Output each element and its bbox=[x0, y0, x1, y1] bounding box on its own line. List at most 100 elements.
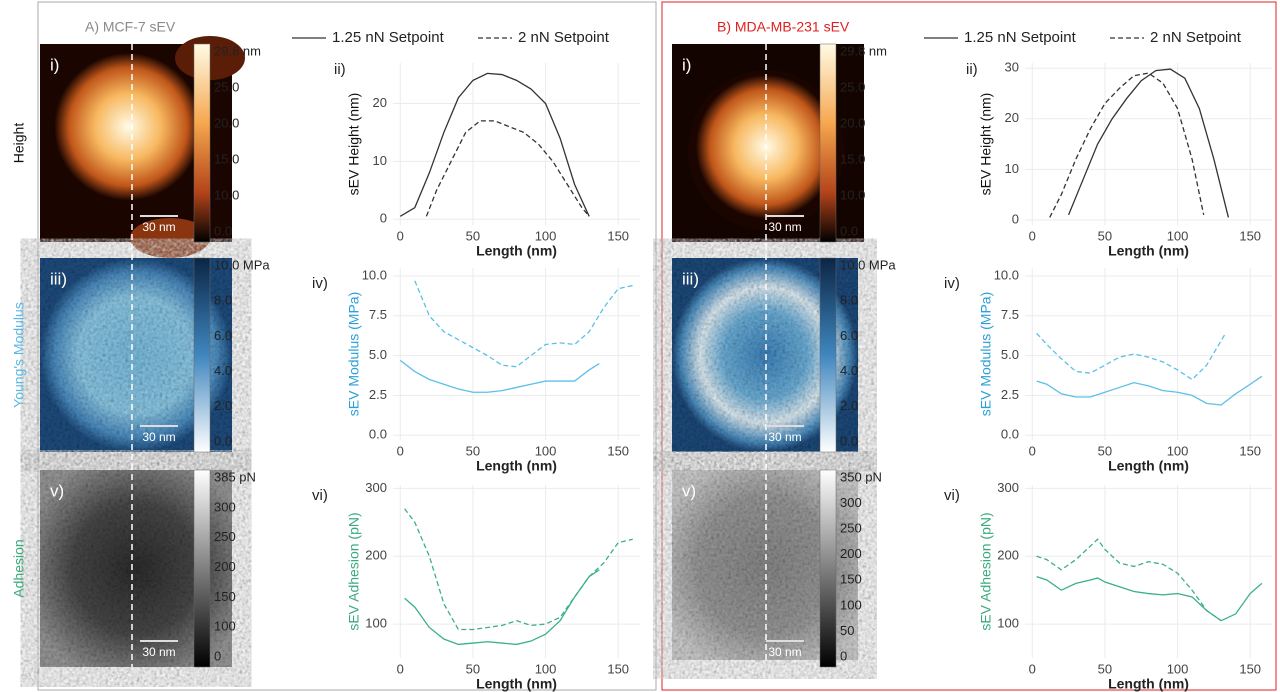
y-axis-label: sEV Height (nm) bbox=[978, 93, 994, 196]
x-tick-label: 150 bbox=[1239, 228, 1261, 243]
y-tick-label: 7.5 bbox=[369, 307, 387, 322]
chart-label: iv) bbox=[944, 275, 960, 292]
x-tick-label: 50 bbox=[466, 661, 480, 676]
colorbar-label: 200 bbox=[840, 546, 862, 561]
scale-bar-label: 30 nm bbox=[142, 220, 175, 234]
colorbar bbox=[193, 43, 211, 243]
colorbar-label: 20.0 bbox=[214, 115, 239, 130]
x-tick-label: 150 bbox=[1239, 443, 1261, 458]
colorbar-label: 100 bbox=[214, 619, 236, 634]
chart-label: iv) bbox=[312, 275, 328, 292]
x-tick-label: 50 bbox=[1098, 661, 1112, 676]
chart-label: ii) bbox=[966, 61, 978, 78]
colorbar-label: 2.0 bbox=[840, 398, 858, 413]
y-tick-label: 7.5 bbox=[1001, 307, 1019, 322]
image-label: iii) bbox=[50, 269, 67, 288]
scale-bar-label: 30 nm bbox=[768, 220, 801, 234]
x-tick-label: 100 bbox=[1167, 228, 1189, 243]
y-tick-label: 200 bbox=[997, 548, 1019, 563]
y-tick-label: 30 bbox=[1005, 60, 1019, 75]
colorbar-label: 25.0 bbox=[214, 79, 239, 94]
colorbar-label: 20.0 bbox=[840, 115, 865, 130]
y-tick-label: 100 bbox=[365, 616, 387, 631]
image-label: i) bbox=[50, 55, 59, 74]
y-axis-label: sEV Adhesion (pN) bbox=[346, 512, 362, 630]
colorbar-label: 250 bbox=[214, 529, 236, 544]
y-tick-label: 10 bbox=[1005, 161, 1019, 176]
chart-label: ii) bbox=[334, 61, 346, 78]
panel-title: B) MDA-MB-231 sEV bbox=[717, 19, 850, 35]
colorbar-label: 8.0 bbox=[214, 293, 232, 308]
y-tick-label: 10.0 bbox=[994, 267, 1019, 282]
scale-bar-label: 30 nm bbox=[142, 645, 175, 659]
x-tick-label: 100 bbox=[535, 228, 557, 243]
data-line bbox=[1036, 538, 1222, 622]
colorbar-label: 350 pN bbox=[840, 469, 882, 484]
height-map bbox=[46, 48, 210, 212]
y-tick-label: 0 bbox=[1012, 211, 1019, 226]
colorbar bbox=[819, 43, 837, 243]
x-tick-label: 0 bbox=[1029, 443, 1036, 458]
x-tick-label: 50 bbox=[1098, 228, 1112, 243]
colorbar bbox=[193, 469, 211, 668]
colorbar-label: 0.0 bbox=[214, 223, 232, 238]
data-line bbox=[1036, 375, 1263, 406]
colorbar-label: 10.0 MPa bbox=[840, 257, 896, 272]
row-label: Adhesion bbox=[11, 539, 27, 597]
data-line bbox=[404, 508, 633, 631]
y-tick-label: 20 bbox=[373, 95, 387, 110]
panel-frame bbox=[37, 1, 657, 691]
x-tick-label: 100 bbox=[1167, 443, 1189, 458]
x-tick-label: 0 bbox=[397, 661, 404, 676]
row-label: Young's Modulus bbox=[11, 302, 27, 408]
data-line bbox=[1036, 332, 1227, 381]
y-tick-label: 300 bbox=[365, 480, 387, 495]
y-tick-label: 10 bbox=[373, 153, 387, 168]
legend-label: 2 nN Setpoint bbox=[518, 29, 610, 46]
image-label: v) bbox=[682, 481, 696, 500]
x-tick-label: 0 bbox=[1029, 228, 1036, 243]
x-axis-label: Length (nm) bbox=[476, 243, 557, 259]
colorbar-label: 6.0 bbox=[840, 328, 858, 343]
y-tick-label: 20 bbox=[1005, 110, 1019, 125]
legend-label: 1.25 nN Setpoint bbox=[332, 29, 445, 46]
y-tick-label: 0.0 bbox=[1001, 427, 1019, 442]
data-line bbox=[414, 280, 633, 368]
colorbar-label: 0.0 bbox=[840, 223, 858, 238]
y-tick-label: 0 bbox=[380, 211, 387, 226]
chart-label: vi) bbox=[312, 487, 328, 504]
colorbar-label: 29.8 nm bbox=[840, 43, 887, 58]
x-tick-label: 50 bbox=[466, 228, 480, 243]
x-tick-label: 150 bbox=[607, 228, 629, 243]
colorbar-label: 25.0 bbox=[840, 79, 865, 94]
y-tick-label: 100 bbox=[997, 616, 1019, 631]
y-tick-label: 200 bbox=[365, 548, 387, 563]
colorbar-label: 4.0 bbox=[214, 363, 232, 378]
colorbar-label: 15.0 bbox=[840, 151, 865, 166]
x-tick-label: 150 bbox=[1239, 661, 1261, 676]
colorbar-label: 200 bbox=[214, 559, 236, 574]
afm-images bbox=[40, 36, 864, 667]
x-tick-label: 50 bbox=[466, 443, 480, 458]
x-tick-label: 100 bbox=[535, 661, 557, 676]
y-axis-label: sEV Adhesion (pN) bbox=[978, 512, 994, 630]
colorbar-label: 10.0 bbox=[214, 187, 239, 202]
colorbar-label: 385 pN bbox=[214, 469, 256, 484]
colorbar-label: 10.0 bbox=[840, 187, 865, 202]
x-tick-label: 50 bbox=[1098, 443, 1112, 458]
data-line bbox=[425, 120, 590, 217]
colorbar-label: 10.0 MPa bbox=[214, 257, 270, 272]
y-tick-label: 5.0 bbox=[369, 347, 387, 362]
panel-title: A) MCF-7 sEV bbox=[85, 19, 176, 35]
colorbar bbox=[819, 257, 837, 453]
x-axis-label: Length (nm) bbox=[1108, 458, 1189, 474]
x-tick-label: 0 bbox=[397, 228, 404, 243]
data-line bbox=[399, 359, 600, 393]
data-line bbox=[399, 72, 590, 217]
x-tick-label: 0 bbox=[1029, 661, 1036, 676]
x-axis-label: Length (nm) bbox=[1108, 676, 1189, 692]
colorbar-label: 2.0 bbox=[214, 398, 232, 413]
y-tick-label: 2.5 bbox=[1001, 387, 1019, 402]
colorbar-label: 8.0 bbox=[840, 293, 858, 308]
